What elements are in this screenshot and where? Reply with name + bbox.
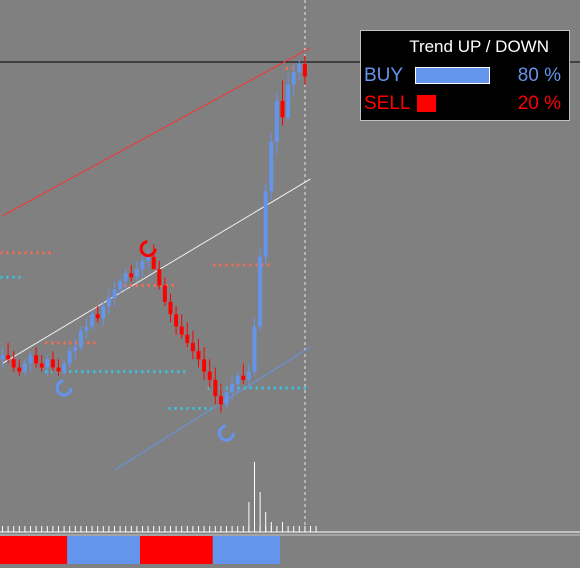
candle-body (241, 375, 246, 380)
candle-body (106, 297, 111, 306)
sell-strength-bar (417, 95, 436, 112)
candle-body (168, 301, 173, 315)
trend-strip-up (67, 536, 140, 564)
trend-panel: Trend UP / DOWN BUY 80 % SELL 20 % (360, 30, 570, 121)
candle-body (50, 359, 55, 368)
candle-body (207, 371, 212, 380)
candle-body (269, 142, 274, 192)
candle-body (297, 64, 302, 73)
candle-body (56, 367, 61, 372)
candle-body (246, 371, 251, 380)
candle-body (230, 383, 235, 393)
candle-body (123, 273, 128, 282)
candle-body (190, 342, 195, 352)
candle-body (73, 347, 78, 352)
candle-body (274, 101, 279, 142)
trend-line (2, 178, 311, 364)
buy-label: BUY (364, 65, 404, 86)
candle-body (101, 306, 106, 319)
sell-percent: 20 % (517, 93, 561, 114)
candle-body (39, 363, 44, 368)
candle-body (218, 396, 223, 405)
candle-body (263, 191, 268, 257)
candle-body (95, 314, 100, 319)
trend-line (2, 47, 311, 217)
candle-body (129, 273, 134, 278)
candle-body (258, 256, 263, 327)
candle-body (146, 256, 151, 261)
candle-body (280, 101, 285, 118)
candle-body (84, 326, 89, 331)
candle-body (6, 355, 11, 360)
trend-strip-down (140, 536, 213, 564)
candle-body (28, 355, 33, 364)
buy-percent: 80 % (517, 65, 561, 86)
candle-body (179, 326, 184, 335)
candle-body (174, 314, 179, 327)
candle-body (34, 355, 39, 364)
candle-body (112, 289, 117, 298)
candle-body (302, 64, 307, 77)
candle-body (78, 330, 83, 347)
trend-strip-up (212, 536, 280, 564)
buy-strength-bar (415, 67, 490, 84)
candle-body (90, 314, 95, 327)
candle-body (67, 351, 72, 364)
candle-body (235, 375, 240, 384)
candle-body (151, 256, 156, 270)
candle-body (185, 334, 190, 343)
sell-label: SELL (364, 93, 411, 114)
buy-reversal-mark (55, 379, 73, 397)
sell-reversal-mark (139, 240, 157, 258)
candle-body (118, 281, 123, 290)
candle-body (213, 379, 218, 397)
candle-body (286, 84, 291, 118)
candle-body (134, 269, 139, 278)
trend-strip-down (0, 536, 68, 564)
candle-body (17, 367, 22, 372)
trend-line (114, 346, 311, 471)
candle-body (11, 359, 16, 368)
candle-body (196, 351, 201, 360)
buy-reversal-mark (218, 424, 235, 442)
candle-body (252, 326, 257, 372)
candle-body (0, 355, 5, 360)
candle-body (45, 359, 50, 368)
candle-body (162, 285, 167, 302)
candle-body (291, 72, 296, 85)
candle-body (22, 363, 27, 372)
candle-body (157, 269, 162, 286)
candle-body (224, 392, 229, 405)
candle-body (202, 359, 207, 372)
trend-panel-title: Trend UP / DOWN (409, 37, 549, 56)
candle-body (62, 363, 67, 372)
candle-body (140, 260, 145, 270)
